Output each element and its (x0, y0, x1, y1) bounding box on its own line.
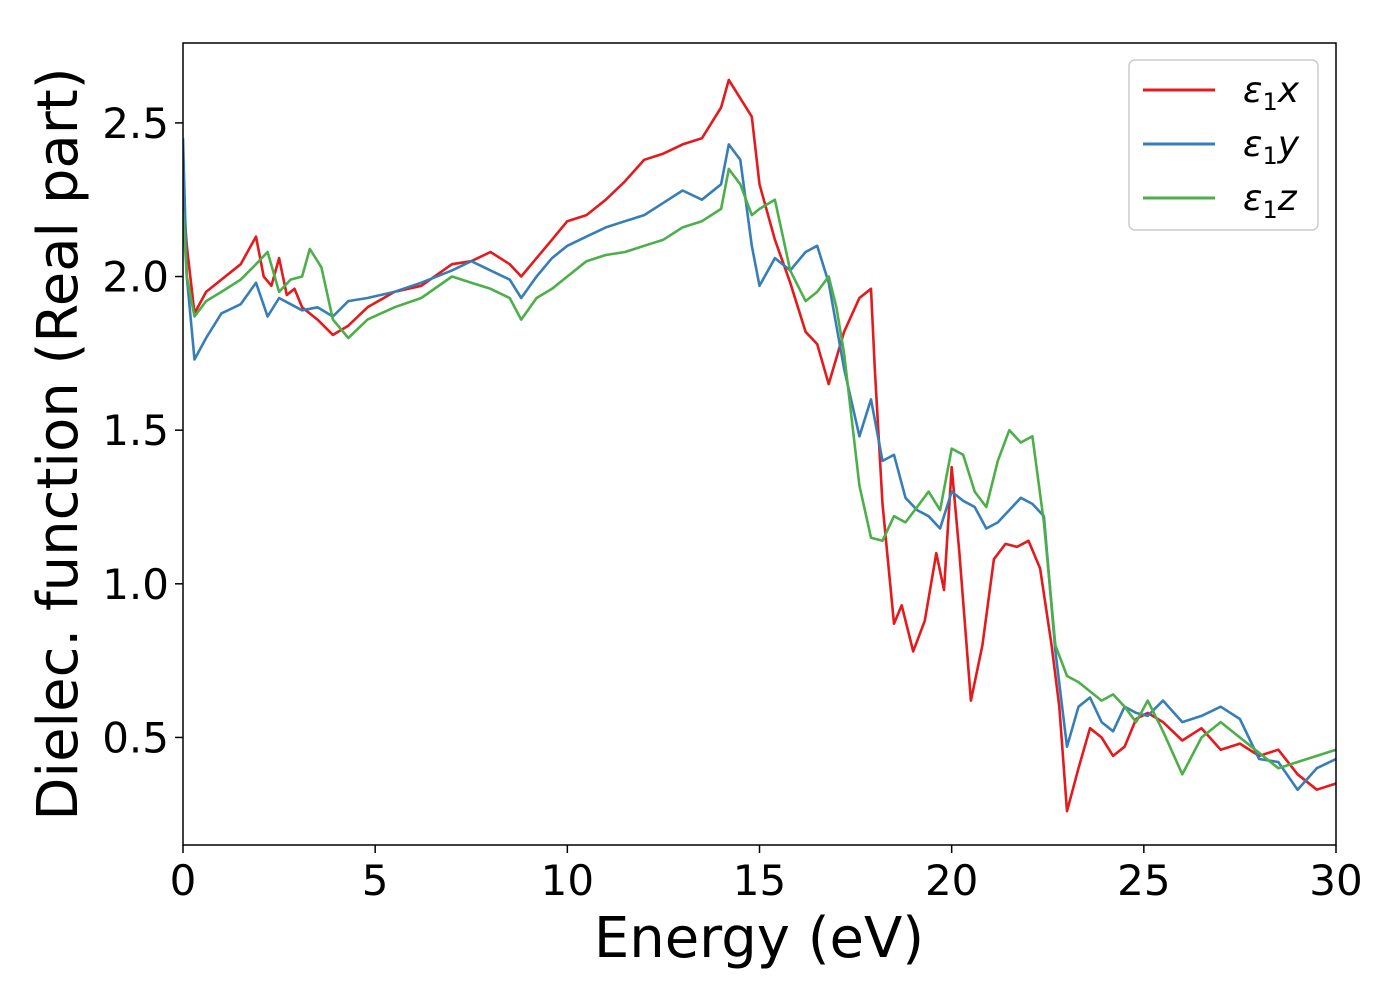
x-tick-label: 25 (1117, 856, 1170, 905)
legend-box (1128, 59, 1319, 231)
axis-ticks: 0 5 10 15 20 25 30 0.5 1.0 1.5 2.0 2.5 (102, 99, 1363, 905)
series-line-x (183, 78, 1336, 813)
x-tick-label: 20 (925, 856, 978, 905)
x-axis-title: Energy (eV) (594, 906, 924, 971)
y-tick-label: 2.5 (102, 99, 169, 148)
series-line-y (183, 138, 1336, 792)
y-tick-label: 2.0 (102, 253, 169, 302)
x-tick-label: 10 (541, 856, 594, 905)
y-tick-label: 1.5 (102, 406, 169, 455)
y-axis-title: Dielec. function (Real part) (26, 67, 91, 820)
series-line-z (183, 167, 1336, 776)
plot-area (183, 78, 1336, 813)
x-tick-label: 0 (170, 856, 197, 905)
x-tick-label: 15 (733, 856, 786, 905)
legend: ε1x ε1y ε1z (1128, 59, 1319, 231)
y-tick-label: 0.5 (102, 713, 169, 762)
x-tick-label: 30 (1309, 856, 1362, 905)
legend-label-y: ε1y (1243, 124, 1300, 170)
legend-label-z: ε1z (1243, 178, 1298, 224)
legend-label-x: ε1x (1243, 70, 1300, 116)
y-tick-label: 1.0 (102, 560, 169, 609)
x-tick-label: 5 (362, 856, 389, 905)
